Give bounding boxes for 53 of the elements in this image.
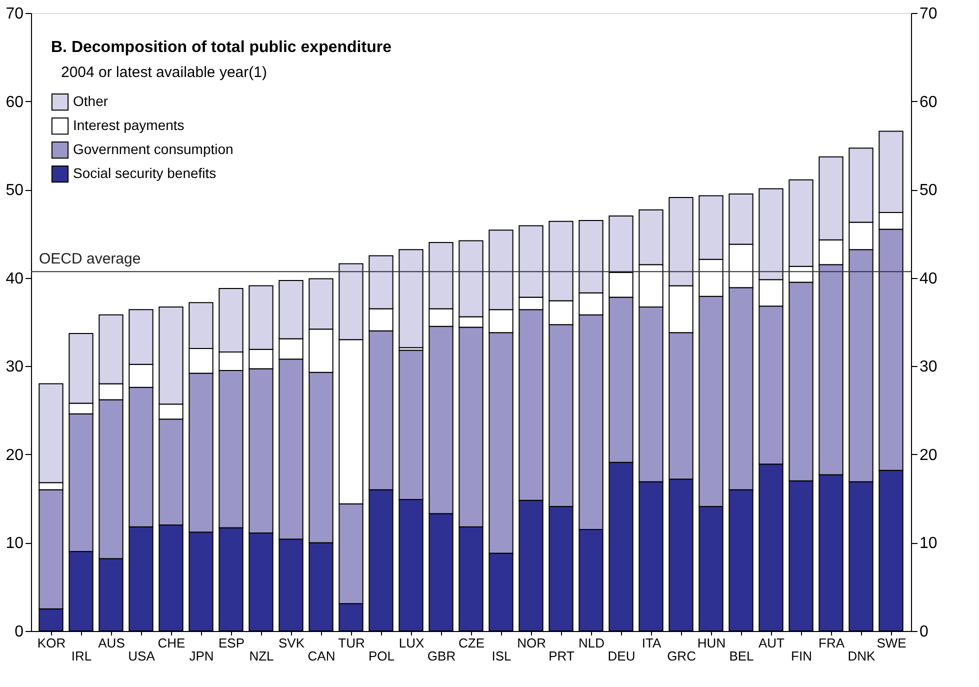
bar <box>398 249 424 348</box>
x-tick-label: NZL <box>249 648 274 664</box>
x-tick-label: CHE <box>158 636 186 650</box>
y2-tick-label: 60 <box>920 94 938 111</box>
y-tick-label: 60 <box>6 94 24 111</box>
x-tick-label: HUN <box>697 636 726 650</box>
x-tick-label: LUX <box>398 636 424 650</box>
y2-tick-label: 0 <box>920 624 928 640</box>
x-tick-label: BEL <box>729 648 754 664</box>
x-tick-label: AUT <box>758 636 785 650</box>
x-tick-label: PRT <box>548 648 574 664</box>
y2-tick-label: 70 <box>920 6 938 22</box>
y-tick-label: 10 <box>6 535 24 552</box>
y-tick-label: 0 <box>14 624 24 640</box>
x-tick-label: FRA <box>818 636 845 650</box>
x-tick-label: POL <box>368 648 395 664</box>
x-tick-label: ESP <box>218 636 245 650</box>
text: B. Decomposition of total public expenditure <box>51 39 392 56</box>
x-tick-label: AUS <box>98 636 126 650</box>
x-tick-label: CZE <box>458 636 485 650</box>
x-tick-label: IRL <box>71 648 92 664</box>
x-tick-label: NOR <box>517 636 546 650</box>
y-tick-label: 30 <box>6 358 24 376</box>
x-tick-label: USA <box>128 648 156 664</box>
x-tick-label: GBR <box>427 648 456 664</box>
x-tick-label: JPN <box>189 648 214 664</box>
text: 2004 or latest available year(1) <box>61 64 267 81</box>
y2-tick-label: 10 <box>920 535 938 552</box>
x-tick-label: KOR <box>37 636 66 650</box>
y2-tick-label: 30 <box>920 358 938 376</box>
x-tick-label: SWE <box>876 636 907 650</box>
x-tick-label: GRC <box>667 648 696 664</box>
y2-tick-label: 50 <box>920 182 938 200</box>
legend-label: Government consumption <box>73 141 234 157</box>
x-tick-label: DNK <box>848 648 876 664</box>
x-tick-label: DEU <box>608 648 636 664</box>
y-tick-label: 40 <box>6 270 24 288</box>
x-tick-label: NLD <box>578 636 605 650</box>
legend-label: Interest payments <box>73 117 184 133</box>
x-tick-label: TUR <box>338 636 365 650</box>
legend-label: Other <box>73 93 108 109</box>
x-tick-label: CAN <box>308 648 336 664</box>
x-tick-label: ITA <box>642 636 662 650</box>
y2-tick-label: 20 <box>920 446 938 464</box>
legend-label: Social security benefits <box>73 165 216 181</box>
ref-line-label: OECD average <box>39 250 141 268</box>
x-tick-label: ISL <box>492 648 512 664</box>
y2-tick-label: 40 <box>920 270 938 288</box>
y-tick-label: 70 <box>6 6 24 22</box>
x-tick-label: SVK <box>278 636 305 650</box>
y-tick-label: 20 <box>6 446 24 464</box>
y-tick-label: 50 <box>6 182 24 200</box>
x-tick-label: FIN <box>791 648 812 664</box>
